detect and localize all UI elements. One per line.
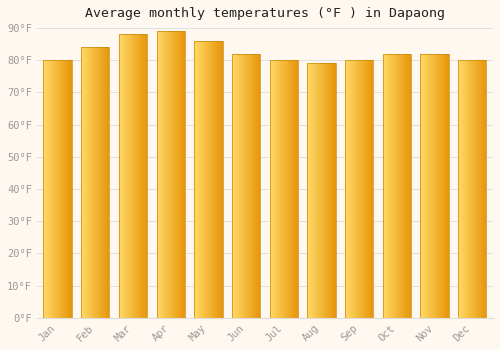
Bar xyxy=(383,54,411,318)
Bar xyxy=(232,54,260,318)
Bar xyxy=(194,41,222,318)
Bar xyxy=(420,54,449,318)
Bar xyxy=(156,31,185,318)
Bar xyxy=(270,60,298,318)
Bar xyxy=(119,35,147,318)
Bar xyxy=(345,60,374,318)
Bar xyxy=(81,47,110,318)
Bar xyxy=(44,60,72,318)
Bar xyxy=(458,60,486,318)
Bar xyxy=(308,63,336,318)
Title: Average monthly temperatures (°F ) in Dapaong: Average monthly temperatures (°F ) in Da… xyxy=(85,7,445,20)
